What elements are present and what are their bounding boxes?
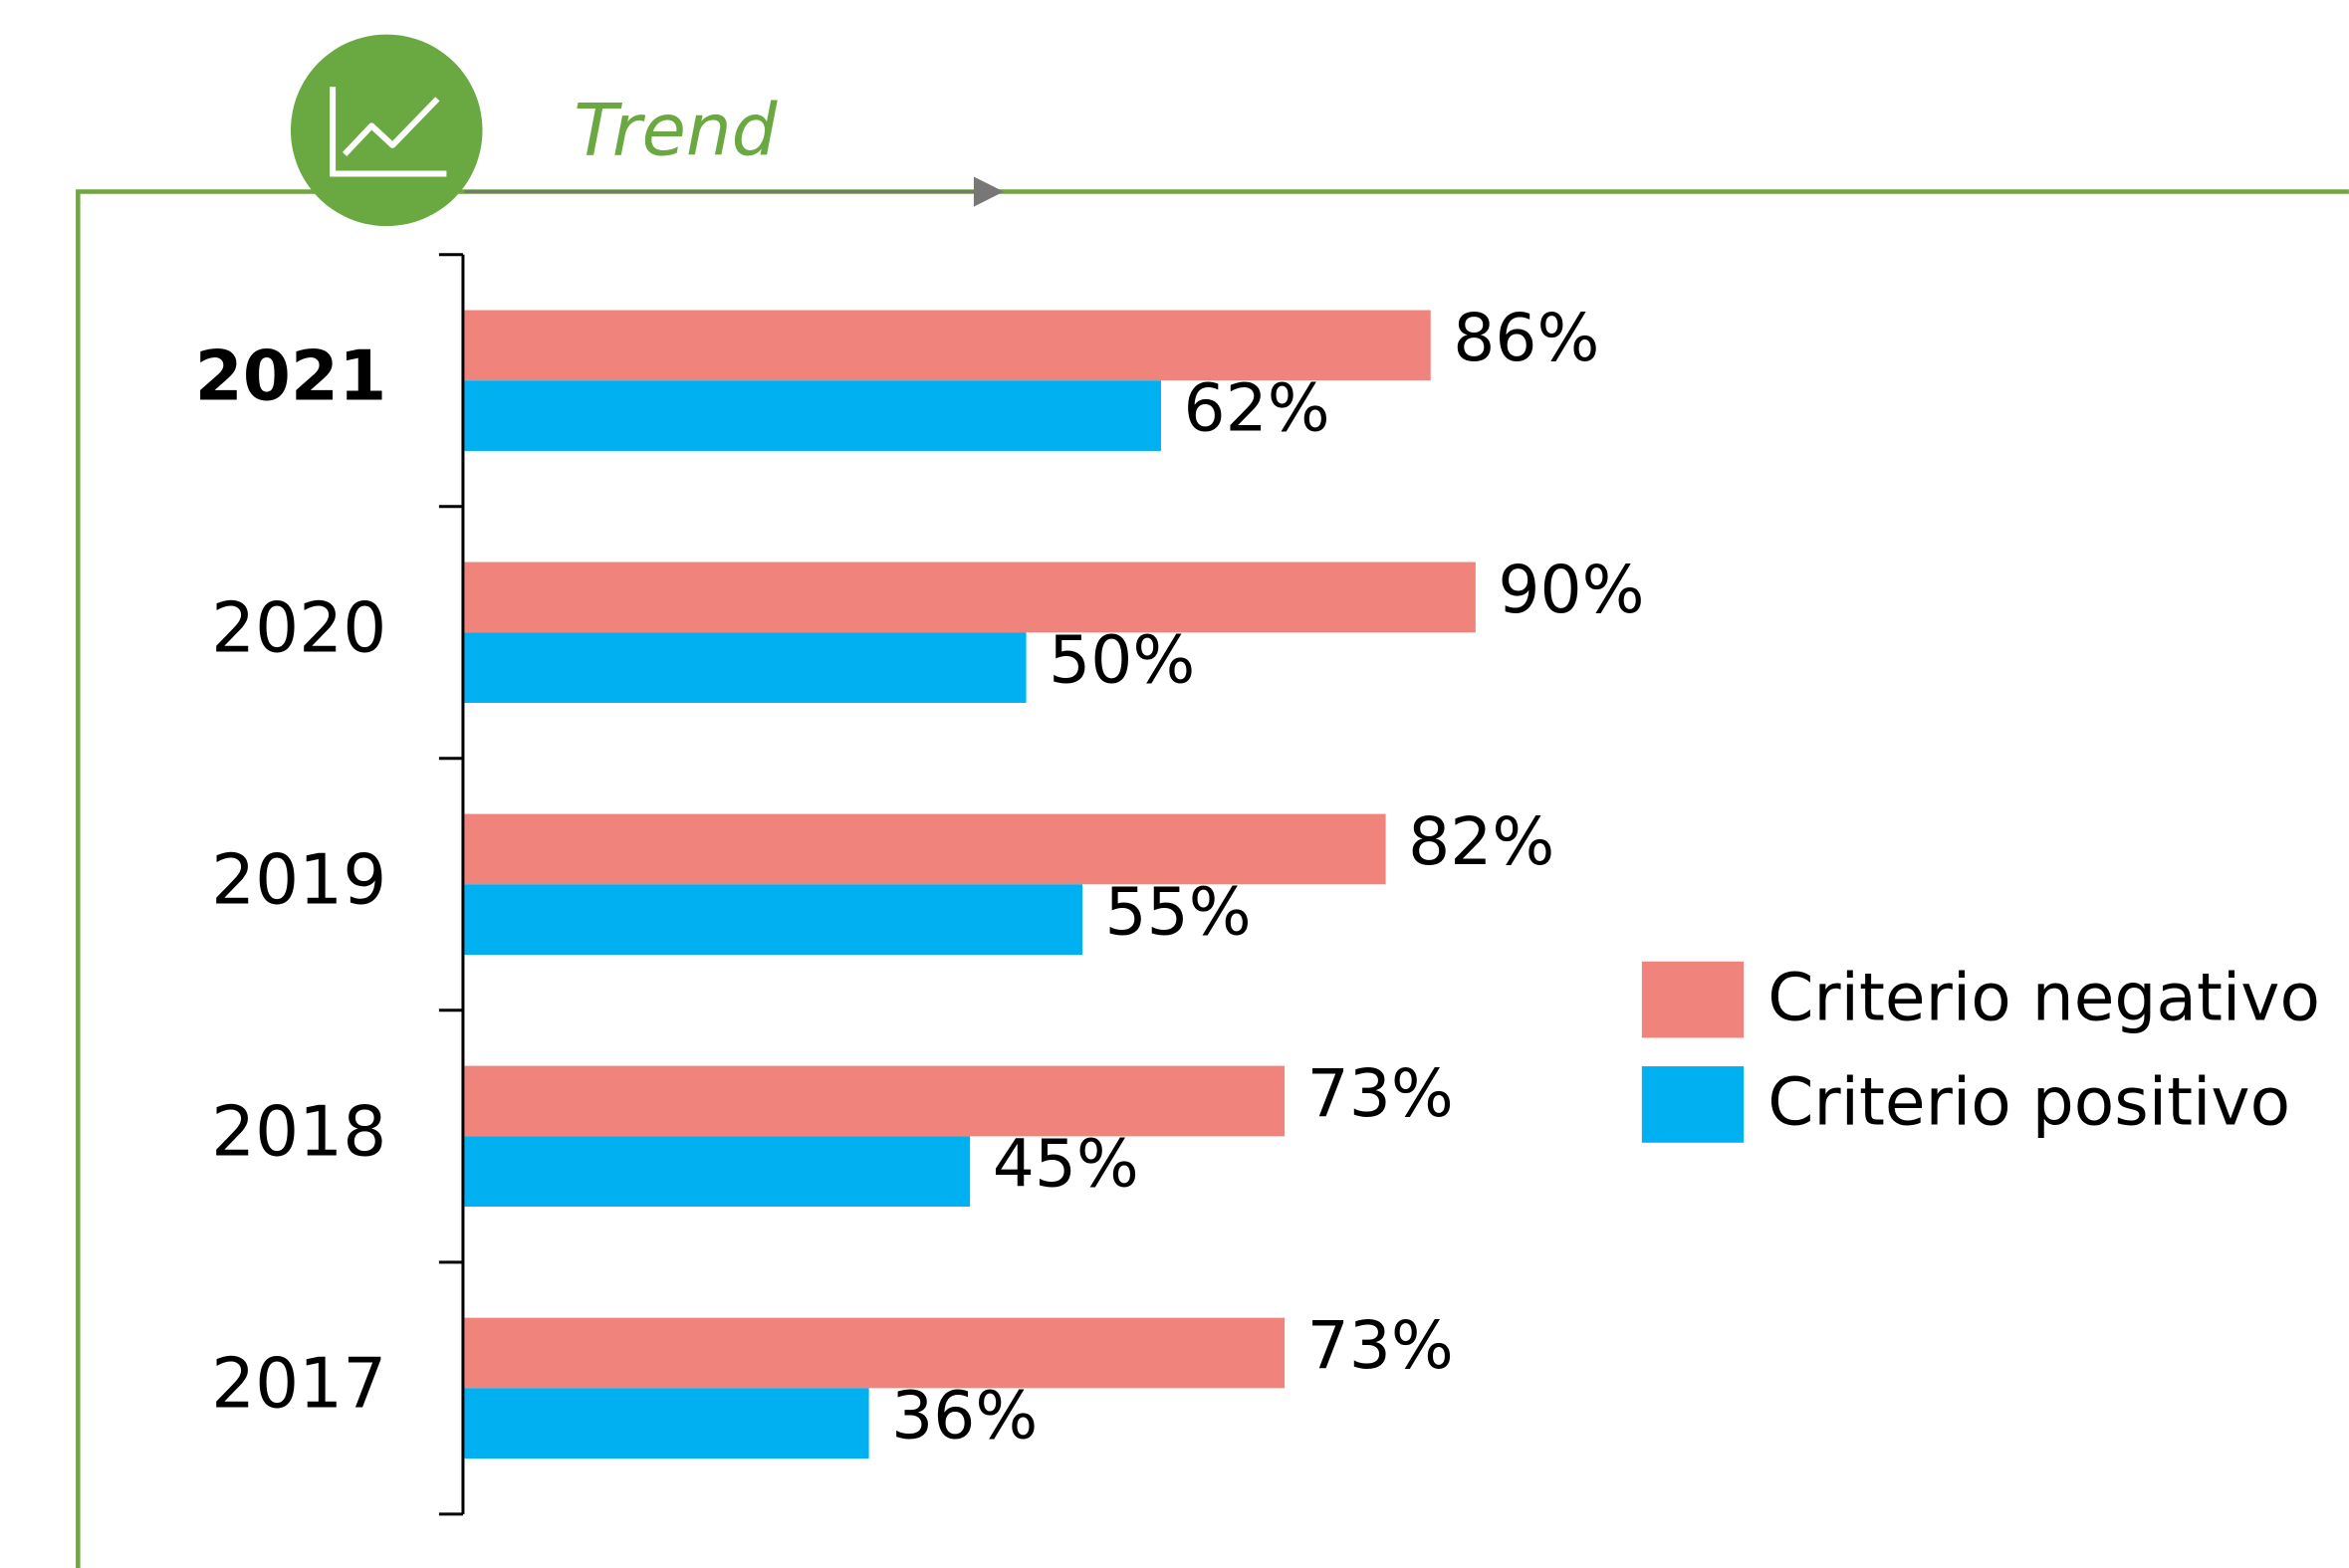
icon-line [342, 97, 440, 157]
bar [464, 1388, 869, 1459]
y-tick-label: 2018 [211, 1092, 386, 1172]
value-label: 90% [1498, 552, 1644, 628]
y-tick-label: 2020 [211, 588, 386, 668]
legend-swatch [1641, 961, 1745, 1038]
value-label: 36% [891, 1378, 1038, 1455]
legend-label: Criterio positivo [1767, 1064, 2290, 1141]
value-label: 62% [1184, 370, 1330, 447]
y-tick-label: 2017 [211, 1344, 386, 1424]
legend-label: Criterio negativo [1767, 959, 2320, 1035]
chart-title: Trend [574, 89, 778, 172]
bar [464, 380, 1161, 451]
bar [464, 632, 1027, 703]
bar [464, 813, 1386, 885]
frame [76, 189, 2349, 1568]
bar [464, 1317, 1286, 1389]
value-label: 73% [1307, 1055, 1454, 1132]
icon-axes [330, 87, 447, 177]
y-tick-label: 2019 [211, 840, 386, 920]
value-label: 50% [1049, 622, 1195, 699]
value-label: 82% [1408, 803, 1554, 880]
y-tick-label: 2021 [195, 336, 387, 416]
value-label: 86% [1453, 300, 1599, 376]
arrow-head [973, 176, 1005, 207]
bar [464, 1136, 971, 1208]
legend-swatch [1641, 1066, 1745, 1143]
value-label: 55% [1105, 874, 1252, 951]
bar [464, 1065, 1286, 1137]
value-label: 45% [993, 1126, 1139, 1203]
icon-circle [290, 34, 483, 227]
bar [464, 561, 1476, 633]
bar [464, 884, 1082, 955]
value-label: 73% [1307, 1307, 1454, 1384]
bar [464, 310, 1431, 381]
